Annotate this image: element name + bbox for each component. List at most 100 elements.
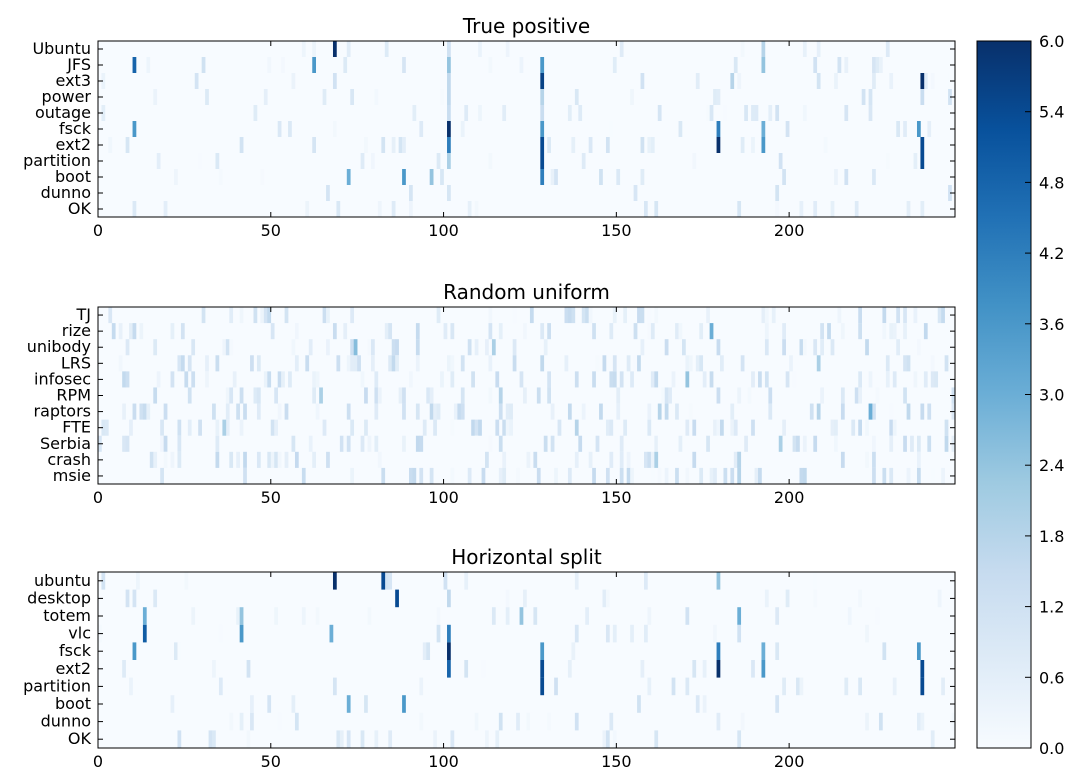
heatmap-cell	[585, 607, 590, 625]
heatmap-cell	[526, 712, 531, 731]
heatmap-cell	[834, 169, 838, 185]
heatmap-cell	[450, 419, 455, 436]
heatmap-cell	[256, 403, 261, 420]
heatmap-cell-peak	[540, 153, 545, 169]
heatmap-cell	[699, 467, 704, 484]
heatmap-cell	[267, 307, 272, 324]
heatmap-cell	[360, 730, 365, 748]
heatmap-cell	[802, 339, 807, 356]
heatmap-cell	[782, 339, 786, 356]
heatmap-cell	[837, 307, 842, 324]
heatmap-cell	[412, 105, 417, 121]
heatmap-cell	[903, 435, 907, 452]
heatmap-cell	[730, 403, 735, 420]
heatmap-cell	[332, 677, 337, 696]
heatmap-cell	[142, 403, 147, 420]
x-tick-label: 0	[93, 488, 103, 507]
heatmap-cell	[567, 307, 572, 324]
heatmap-cell	[775, 185, 780, 201]
heatmap-cell	[699, 355, 704, 372]
heatmap-cell	[858, 307, 862, 324]
heatmap-cell	[246, 660, 251, 678]
heatmap-cell	[723, 105, 728, 121]
heatmap-cell	[232, 371, 237, 388]
heatmap-cell	[229, 451, 234, 468]
heatmap-cell-peak	[346, 695, 351, 713]
colorbar-tick-label: 1.8	[1039, 527, 1064, 546]
heatmap-cell	[650, 137, 655, 153]
heatmap-cell	[308, 339, 313, 356]
heatmap-cell	[274, 451, 278, 468]
heatmap-cell	[326, 339, 330, 356]
heatmap-cell	[813, 57, 818, 73]
heatmap-cell-peak	[654, 201, 659, 217]
heatmap-cell-peak	[657, 403, 662, 420]
heatmap-cell	[163, 201, 168, 217]
heatmap-cell	[388, 323, 393, 340]
heatmap-cell	[747, 387, 752, 404]
heatmap-cell	[543, 339, 548, 356]
heatmap-cell	[647, 451, 652, 468]
heatmap-cell	[122, 371, 126, 388]
heatmap-cell	[827, 323, 831, 340]
heatmap-cell	[948, 185, 952, 201]
heatmap-cell	[671, 371, 676, 388]
heatmap-cell	[402, 387, 406, 404]
heatmap-cell-peak	[737, 730, 742, 748]
heatmap-cell	[813, 589, 818, 608]
heatmap-cell	[678, 435, 683, 452]
heatmap-cell	[346, 355, 351, 372]
heatmap-cell	[948, 89, 952, 105]
panel-title: True positive	[462, 14, 590, 38]
heatmap-cell	[692, 153, 697, 169]
heatmap-cell	[903, 307, 907, 324]
heatmap-cell	[865, 419, 869, 436]
heatmap-cell	[374, 435, 379, 452]
heatmap-cell	[872, 169, 876, 185]
heatmap-cell	[944, 355, 949, 372]
heatmap-cell	[485, 451, 489, 468]
heatmap-cell	[464, 572, 469, 590]
heatmap-cell	[865, 712, 869, 731]
heatmap-cell	[516, 712, 520, 731]
heatmap-cell	[554, 677, 558, 696]
heatmap-cell-peak	[916, 642, 921, 660]
heatmap-cell	[626, 355, 631, 372]
heatmap-cell	[332, 121, 337, 137]
heatmap-cell-peak	[737, 451, 742, 468]
heatmap-cell	[108, 467, 113, 484]
heatmap-cell	[101, 572, 106, 590]
heatmap-cell	[236, 607, 240, 625]
heatmap-cell	[419, 677, 424, 696]
heatmap-cell	[139, 403, 144, 420]
row-label: rize	[62, 321, 91, 340]
heatmap-cell	[391, 339, 396, 356]
heatmap-cell	[619, 435, 624, 452]
heatmap-cell	[239, 137, 244, 153]
x-tick-label: 100	[428, 752, 459, 771]
heatmap-cell	[903, 323, 907, 340]
row-label: boot	[55, 694, 91, 713]
heatmap-cell	[792, 371, 797, 388]
row-label: TJ	[76, 305, 92, 324]
heatmap-cell	[840, 451, 845, 468]
heatmap-cell-peak	[761, 41, 766, 57]
panel-title: Random uniform	[443, 280, 610, 304]
heatmap-cell	[751, 660, 755, 678]
heatmap-cell	[913, 371, 918, 388]
heatmap-cell	[267, 695, 272, 713]
heatmap-cell	[471, 419, 475, 436]
heatmap-cell	[605, 137, 610, 153]
heatmap-cell	[488, 307, 493, 324]
heatmap-cell	[616, 169, 621, 185]
heatmap-cell	[547, 387, 551, 404]
heatmap-cell	[640, 169, 645, 185]
heatmap-cell	[198, 419, 202, 436]
heatmap-cell	[129, 677, 133, 696]
heatmap-cell	[281, 57, 285, 73]
heatmap-cell-peak	[447, 624, 451, 643]
heatmap-cell	[474, 419, 479, 436]
heatmap-cell-peak	[519, 607, 524, 625]
heatmap-cell	[567, 660, 572, 678]
